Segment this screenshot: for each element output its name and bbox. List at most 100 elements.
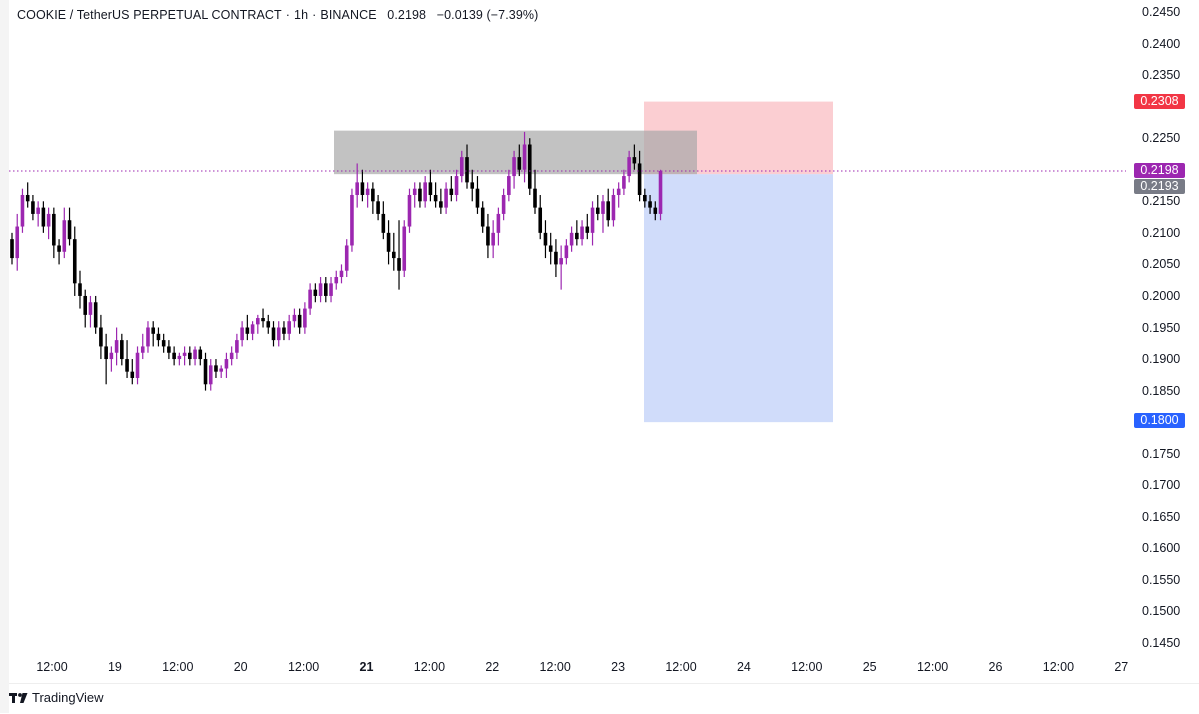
candle-body[interactable]: [496, 213, 501, 233]
candlestick-chart[interactable]: [9, 0, 1126, 683]
candle-body[interactable]: [10, 239, 14, 259]
tradingview-logo[interactable]: TradingView: [9, 690, 104, 705]
candle-body[interactable]: [580, 226, 584, 240]
candle-body[interactable]: [543, 232, 548, 246]
candle-body[interactable]: [653, 207, 658, 214]
candle-body[interactable]: [554, 251, 558, 265]
candle-body[interactable]: [376, 201, 380, 214]
candle-body[interactable]: [355, 182, 359, 195]
candle-body[interactable]: [371, 188, 375, 202]
candle-body[interactable]: [637, 163, 642, 195]
candle-body[interactable]: [208, 365, 213, 385]
candle-body[interactable]: [271, 327, 276, 341]
candle-body[interactable]: [135, 352, 140, 378]
candle-body[interactable]: [548, 245, 553, 252]
candle-body[interactable]: [412, 188, 417, 195]
candle-body[interactable]: [475, 188, 480, 208]
candle-body[interactable]: [517, 157, 522, 170]
candle-body[interactable]: [25, 194, 30, 202]
candle-body[interactable]: [36, 207, 40, 214]
candle-body[interactable]: [397, 258, 401, 271]
candle-body[interactable]: [627, 157, 631, 177]
candle-body[interactable]: [339, 270, 344, 278]
take-profit-zone[interactable]: [644, 174, 833, 423]
candle-body[interactable]: [575, 232, 579, 240]
candle-body[interactable]: [130, 371, 135, 378]
candle-body[interactable]: [219, 368, 223, 372]
candle-body[interactable]: [585, 226, 590, 233]
candle-body[interactable]: [569, 232, 574, 246]
candle-body[interactable]: [318, 283, 323, 296]
candle-body[interactable]: [78, 283, 82, 296]
candle-body[interactable]: [313, 289, 318, 296]
candle-body[interactable]: [120, 340, 124, 360]
candle-body[interactable]: [198, 349, 203, 360]
candle-body[interactable]: [104, 346, 108, 360]
candle-body[interactable]: [616, 188, 621, 195]
candle-body[interactable]: [433, 194, 438, 202]
candle-body[interactable]: [507, 176, 511, 195]
candle-body[interactable]: [193, 349, 197, 360]
candle-body[interactable]: [454, 176, 459, 195]
candle-body[interactable]: [512, 157, 516, 177]
candle-body[interactable]: [622, 176, 626, 189]
candle-body[interactable]: [538, 207, 543, 233]
candle-body[interactable]: [365, 188, 370, 195]
candle-body[interactable]: [470, 182, 475, 189]
candle-body[interactable]: [276, 327, 281, 341]
candle-body[interactable]: [590, 207, 595, 233]
candle-body[interactable]: [62, 220, 67, 252]
candle-body[interactable]: [88, 302, 93, 315]
candle-body[interactable]: [99, 327, 103, 347]
candle-body[interactable]: [480, 207, 485, 227]
candle-body[interactable]: [282, 327, 286, 334]
candle-body[interactable]: [386, 232, 391, 252]
candle-body[interactable]: [156, 333, 161, 341]
candle-body[interactable]: [360, 182, 365, 195]
candle-body[interactable]: [256, 318, 260, 325]
candle-body[interactable]: [522, 144, 527, 170]
candle-body[interactable]: [449, 188, 454, 195]
candle-body[interactable]: [402, 226, 407, 271]
candle-body[interactable]: [564, 245, 569, 259]
candle-body[interactable]: [465, 157, 469, 183]
candle-body[interactable]: [182, 352, 187, 356]
candle-body[interactable]: [459, 157, 464, 177]
candle-body[interactable]: [344, 245, 349, 271]
candle-body[interactable]: [643, 194, 647, 202]
candle-body[interactable]: [203, 359, 208, 385]
candle-body[interactable]: [93, 302, 98, 328]
candle-body[interactable]: [188, 352, 192, 360]
candle-body[interactable]: [292, 314, 297, 322]
candle-body[interactable]: [350, 194, 354, 246]
candle-body[interactable]: [114, 340, 119, 353]
candle-body[interactable]: [648, 201, 652, 208]
candle-body[interactable]: [177, 355, 182, 360]
candle-body[interactable]: [109, 352, 114, 360]
candle-body[interactable]: [15, 226, 20, 259]
candle-body[interactable]: [611, 194, 616, 221]
candle-body[interactable]: [632, 157, 637, 164]
candle-body[interactable]: [501, 194, 506, 214]
candle-body[interactable]: [287, 321, 291, 334]
candle-body[interactable]: [439, 201, 443, 208]
candle-body[interactable]: [428, 182, 433, 195]
candle-body[interactable]: [151, 327, 156, 334]
candle-body[interactable]: [140, 346, 145, 353]
candle-body[interactable]: [606, 201, 611, 221]
candle-body[interactable]: [83, 295, 88, 315]
candle-body[interactable]: [67, 220, 72, 240]
candle-body[interactable]: [167, 346, 171, 353]
candle-body[interactable]: [52, 213, 56, 246]
candle-body[interactable]: [418, 188, 422, 202]
interval-label[interactable]: 1h: [294, 8, 309, 22]
candle-body[interactable]: [595, 207, 600, 214]
candle-body[interactable]: [235, 340, 239, 353]
candle-body[interactable]: [303, 308, 307, 328]
candle-body[interactable]: [172, 352, 176, 360]
candle-body[interactable]: [381, 213, 386, 233]
candle-body[interactable]: [308, 289, 312, 309]
symbol-name[interactable]: COOKIE / TetherUS PERPETUAL CONTRACT: [17, 8, 282, 22]
candle-body[interactable]: [266, 321, 271, 328]
candle-body[interactable]: [20, 194, 25, 227]
